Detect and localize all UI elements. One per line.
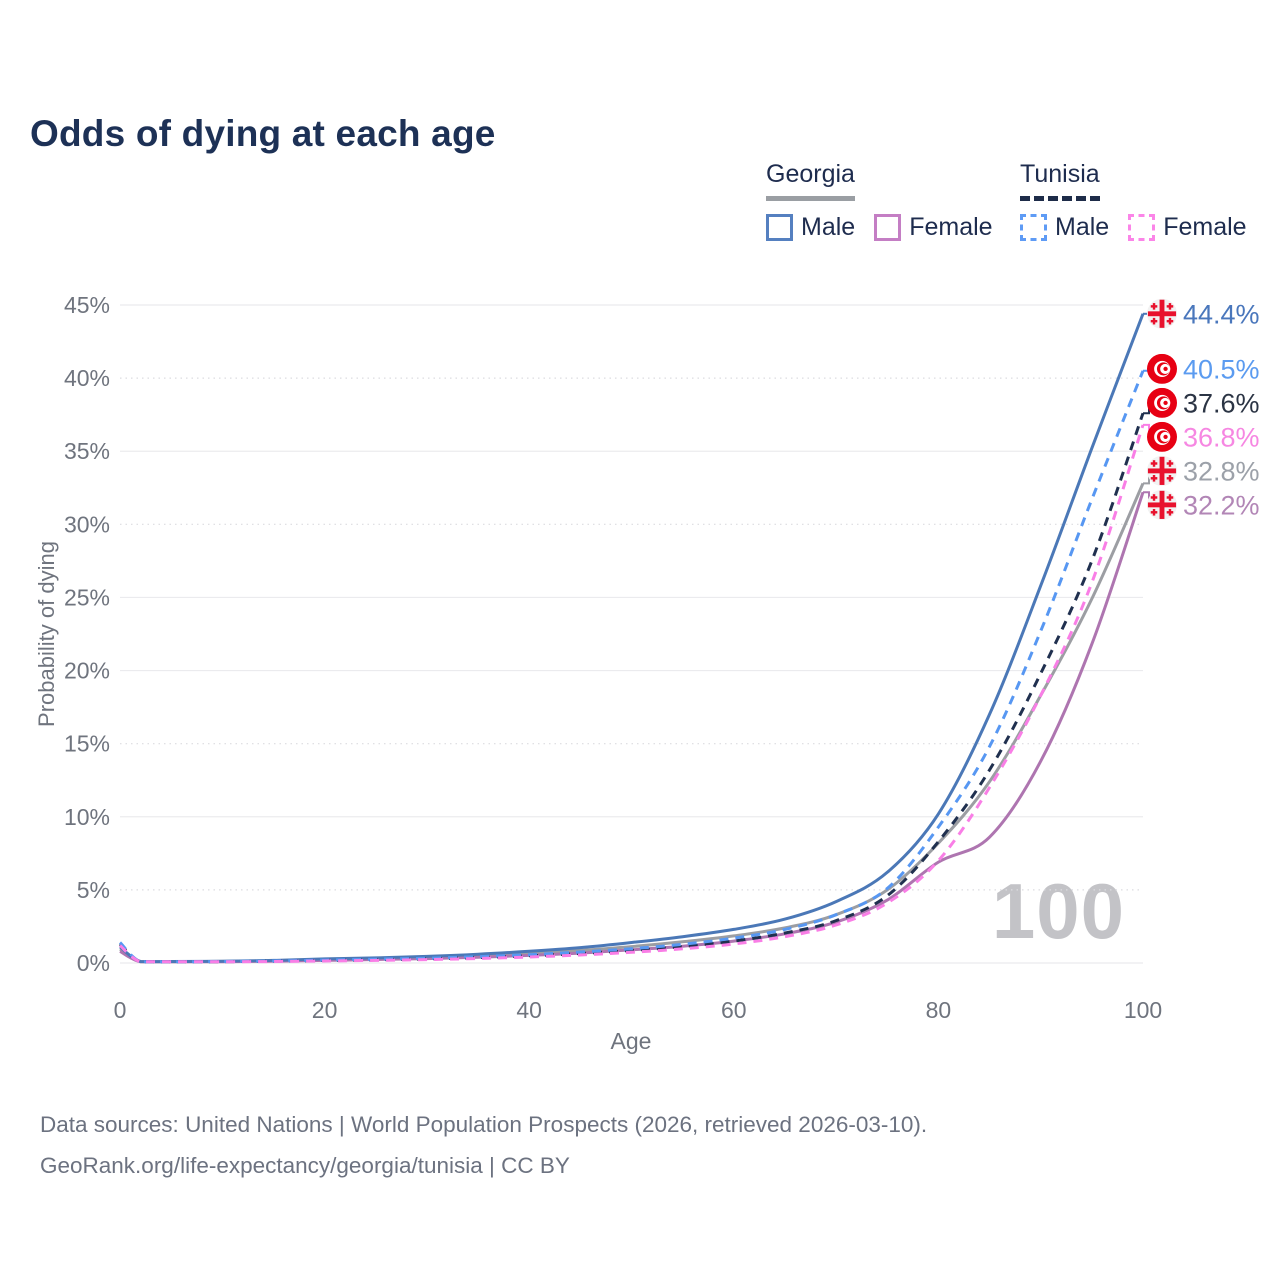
- y-tick-label: 5%: [77, 877, 110, 903]
- legend-label-georgia-male: Male: [801, 213, 856, 241]
- legend-group-tunisia: Tunisia Male Female: [1020, 160, 1247, 242]
- legend-title-georgia: Georgia: [766, 160, 855, 201]
- chart-footer: Data sources: United Nations | World Pop…: [40, 1104, 927, 1186]
- x-tick-label: 80: [926, 997, 952, 1023]
- end-label-tunisia-female: 36.8%: [1147, 421, 1260, 452]
- end-label-value-georgia-male: 44.4%: [1183, 299, 1260, 329]
- end-label-value-georgia-total: 32.8%: [1183, 456, 1260, 486]
- page-title: Odds of dying at each age: [30, 112, 496, 154]
- georgia-female-swatch-icon: [874, 214, 902, 241]
- y-tick-label: 0%: [77, 950, 110, 976]
- georgia-flag-icon: [1147, 489, 1177, 520]
- legend-title-tunisia: Tunisia: [1020, 160, 1100, 201]
- y-tick-label: 15%: [64, 731, 110, 757]
- x-tick-label: 60: [721, 997, 747, 1023]
- y-tick-label: 10%: [64, 804, 110, 830]
- series-line-georgia-male[interactable]: [119, 313, 1145, 964]
- georgia-flag-icon: [1147, 455, 1177, 486]
- series-line-tunisia-female[interactable]: [119, 424, 1145, 964]
- y-tick-label: 20%: [64, 658, 110, 684]
- tunisia-female-swatch-icon: [1128, 214, 1156, 241]
- end-label-value-tunisia-female: 36.8%: [1183, 422, 1260, 452]
- y-tick-label: 35%: [64, 438, 110, 464]
- x-tick-label: 100: [1124, 997, 1162, 1023]
- legend-item-georgia-female[interactable]: Female: [874, 213, 993, 242]
- legend-item-tunisia-male[interactable]: Male: [1020, 213, 1109, 242]
- end-label-georgia-female: 32.2%: [1147, 489, 1260, 520]
- georgia-flag-icon: [1147, 298, 1177, 329]
- plot-area[interactable]: 0% 5% 10% 15% 20% 25% 30% 35% 40% 45% 0 20 40 60 80 100…: [0, 0, 1280, 1090]
- tunisia-flag-icon: [1147, 421, 1177, 452]
- legend-label-tunisia-female: Female: [1163, 213, 1247, 241]
- legend-label-tunisia-male: Male: [1055, 213, 1110, 241]
- georgia-male-swatch-icon: [766, 214, 793, 241]
- data-sources-line: Data sources: United Nations | World Pop…: [40, 1112, 928, 1137]
- end-label-tunisia-male: 40.5%: [1147, 353, 1260, 384]
- y-tick-label: 45%: [64, 292, 110, 318]
- legend-label-georgia-female: Female: [909, 213, 993, 241]
- end-label-value-tunisia-total: 37.6%: [1183, 388, 1260, 418]
- y-tick-label: 25%: [64, 584, 110, 610]
- end-label-georgia-total: 32.8%: [1147, 455, 1260, 486]
- legend-item-tunisia-female[interactable]: Female: [1128, 213, 1247, 242]
- end-label-value-georgia-female: 32.2%: [1183, 490, 1260, 520]
- legend-item-georgia-male[interactable]: Male: [766, 213, 855, 242]
- tunisia-flag-icon: [1147, 353, 1177, 384]
- x-tick-label: 20: [312, 997, 338, 1023]
- series-line-tunisia-total[interactable]: [118, 412, 1145, 964]
- legend-group-georgia: Georgia Male Female: [766, 160, 993, 242]
- age-watermark: 100: [991, 867, 1125, 955]
- y-tick-label: 30%: [64, 511, 110, 537]
- end-label-tunisia-total: 37.6%: [1147, 387, 1260, 418]
- x-tick-label: 0: [114, 997, 127, 1023]
- x-axis-title: Age: [610, 1028, 652, 1054]
- end-label-georgia-male: 44.4%: [1147, 298, 1260, 329]
- x-tick-label: 40: [516, 997, 542, 1023]
- attribution-line: GeoRank.org/life-expectancy/georgia/tuni…: [40, 1153, 570, 1178]
- y-tick-label: 40%: [64, 365, 110, 391]
- tunisia-flag-icon: [1147, 387, 1177, 418]
- series-line-tunisia-male[interactable]: [118, 370, 1145, 964]
- series-line-georgia-female[interactable]: [119, 491, 1145, 964]
- tunisia-male-swatch-icon: [1020, 214, 1047, 241]
- end-label-value-tunisia-male: 40.5%: [1183, 354, 1260, 384]
